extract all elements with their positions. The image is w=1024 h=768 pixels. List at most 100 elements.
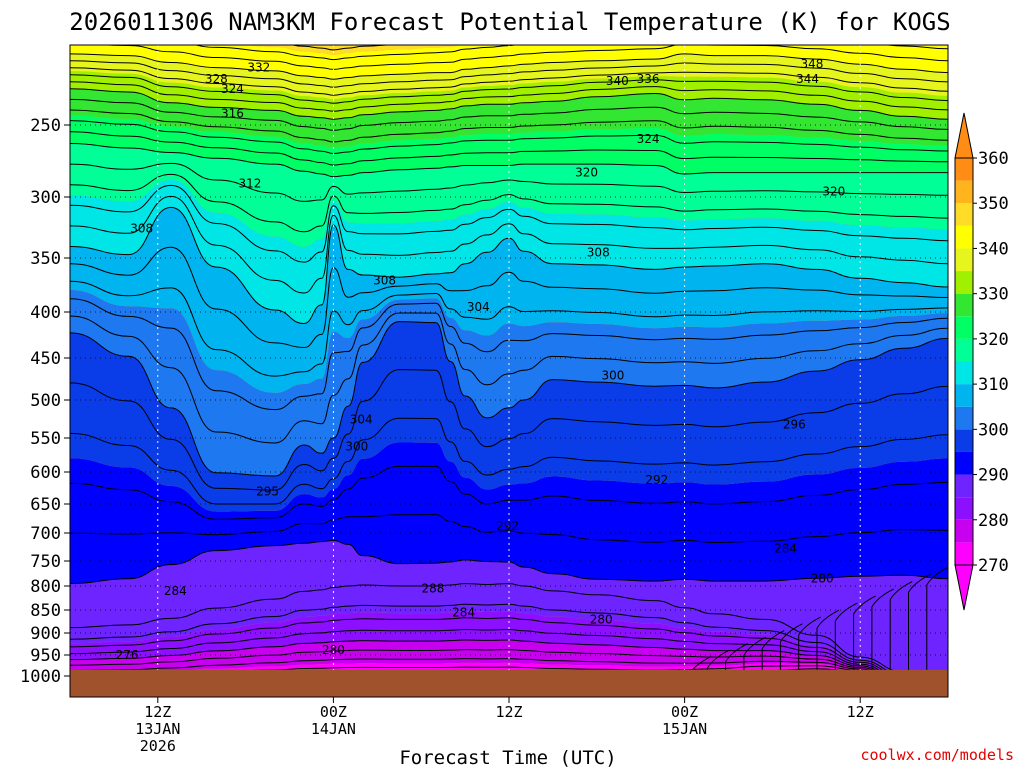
contour-label: 340 [606,74,629,88]
contour-label-text: 304 [350,412,373,426]
contour-label: 276 [116,648,139,662]
y-tick-label: 650 [30,495,61,515]
contour-label: 296 [783,418,806,432]
contour-label-text: 284 [452,605,475,619]
y-tick-label: 850 [30,601,61,621]
y-tick-label: 700 [30,524,61,544]
y-tick-label: 950 [30,646,61,666]
contour-line [70,206,948,325]
contour-label: 308 [130,222,153,236]
colorbar-label: 350 [978,194,1009,214]
colorbar-label: 310 [978,375,1009,395]
contour-line [70,143,948,178]
surface-contour [889,581,913,697]
contour-line [70,280,948,377]
contour-line [70,312,948,444]
contour-label-text: 316 [221,106,244,120]
colorbar-swatch [955,316,973,339]
contour-line [70,539,948,585]
contour-label-text: 280 [590,612,613,626]
contour-line [70,81,948,112]
contour-label: 284 [774,541,797,555]
theta-band [248,45,459,55]
ground-terrain [70,669,948,697]
contour-label-text: 284 [164,584,187,598]
colorbar-swatch [955,451,973,475]
contour-label: 316 [221,106,244,120]
theta-band [70,207,948,393]
contour-line [70,184,948,263]
colorbar-label: 340 [978,239,1009,259]
contour-line [70,109,948,143]
contour-label-text: 332 [247,61,270,75]
contour-label-text: 296 [783,418,806,432]
colorbar-swatch [955,338,973,362]
y-tick-label: 750 [30,552,61,572]
contour-label: 328 [205,72,228,86]
contour-label: 300 [345,439,368,453]
theta-band [70,611,948,697]
contour-label: 320 [822,185,845,199]
y-tick-label: 500 [30,391,61,411]
colorbar-swatch [955,519,973,543]
colorbar-extend-top [954,112,974,159]
contour-lines [70,45,948,697]
contour-label-text: 300 [601,368,624,382]
contour-label: 308 [587,245,610,259]
contour-line [70,88,948,120]
colorbar-swatch [955,361,973,385]
contour-label-text: 340 [606,74,629,88]
contour-label-text: 300 [345,439,368,453]
surface-contour [908,573,931,697]
contour-label: 336 [637,72,660,86]
contour-label-text: 312 [239,177,262,191]
theta-band [70,0,948,3]
colorbar-swatch [955,406,973,430]
contour-label: 284 [452,605,475,619]
contour-label: 332 [247,61,270,75]
x-axis-label: Forecast Time (UTC) [399,747,616,768]
x-tick-label: 12Z [495,703,522,721]
contour-label-text: 344 [796,72,819,86]
contour-label: 324 [637,132,660,146]
contour-label: 320 [575,166,598,180]
colorbar-swatch [955,497,973,520]
surface-contour [853,595,876,697]
colorbar-swatch [955,293,973,317]
contour-label-text: 295 [256,485,279,499]
contour-line [70,583,948,697]
surface-contour [743,636,767,697]
contour-label-text: 324 [637,132,660,146]
contour-label: 304 [350,412,373,426]
contour-label-text: 308 [587,245,610,259]
contour-line [70,173,948,233]
contour-label-text: 320 [575,166,598,180]
contour-line [70,67,948,96]
theta-band [70,115,948,177]
contour-line [70,617,948,697]
contour-label-text: 292 [645,473,668,487]
colorbar-swatch [955,248,973,272]
surface-contour [779,623,803,697]
colorbar-label: 270 [978,556,1009,576]
contour-label-text: 292 [496,519,519,533]
contour-label: 304 [467,300,490,314]
contour-line [70,603,948,697]
contour-line [70,658,948,697]
contour-label-text: 288 [421,581,444,595]
contour-line [70,417,948,505]
surface-contour [871,588,895,697]
colorbar-swatch [955,180,973,204]
contour-line [70,195,948,294]
colorbar-swatch [955,225,973,249]
contour-line [70,465,948,520]
colorbar-swatch [955,158,973,181]
x-tick-label: 00Z [671,703,698,721]
y-tick-label: 250 [30,116,61,136]
colorbar-label: 290 [978,466,1009,486]
contour-label: 292 [496,519,519,533]
contour-line [70,298,948,411]
